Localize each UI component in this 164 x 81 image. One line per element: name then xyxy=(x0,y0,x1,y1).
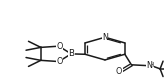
Text: O: O xyxy=(116,67,122,76)
Text: N: N xyxy=(102,33,108,42)
Text: O: O xyxy=(57,57,63,66)
Text: N: N xyxy=(146,61,152,70)
Text: O: O xyxy=(57,42,63,51)
Text: H: H xyxy=(148,62,153,68)
Text: B: B xyxy=(68,49,74,58)
